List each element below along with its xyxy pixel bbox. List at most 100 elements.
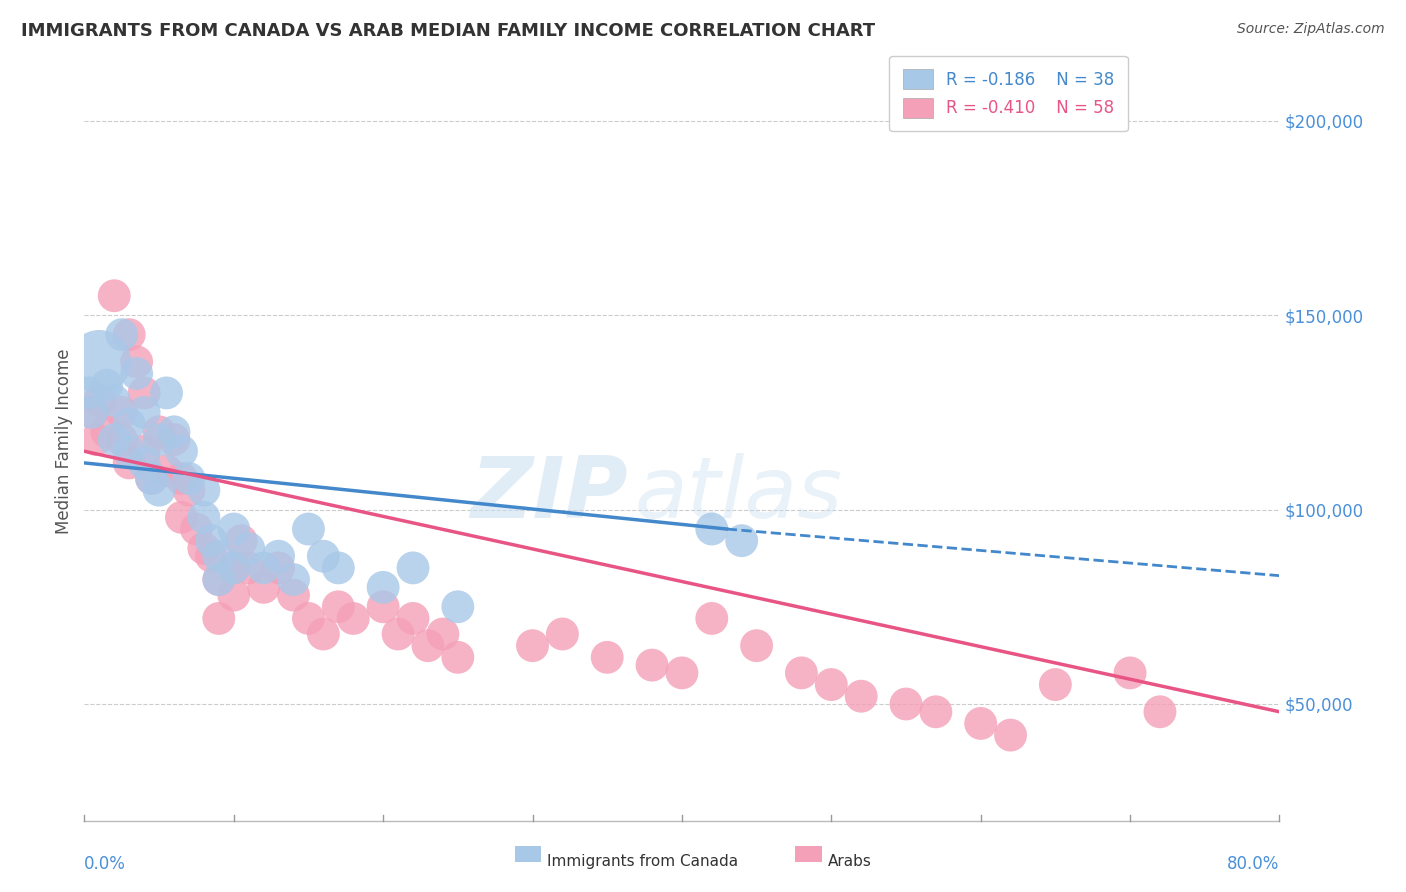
Point bbox=[312, 549, 335, 564]
Point bbox=[328, 599, 350, 614]
Point bbox=[155, 386, 177, 401]
Point bbox=[267, 561, 290, 575]
Point bbox=[208, 573, 231, 587]
Point bbox=[267, 549, 290, 564]
Bar bbox=[515, 846, 541, 863]
Point bbox=[447, 650, 470, 665]
Point bbox=[671, 665, 693, 680]
Point bbox=[222, 561, 245, 575]
Point bbox=[118, 456, 141, 470]
Point bbox=[103, 289, 125, 303]
Point bbox=[170, 510, 193, 524]
Point bbox=[111, 327, 134, 342]
Text: IMMIGRANTS FROM CANADA VS ARAB MEDIAN FAMILY INCOME CORRELATION CHART: IMMIGRANTS FROM CANADA VS ARAB MEDIAN FA… bbox=[21, 22, 875, 40]
Point bbox=[118, 327, 141, 342]
Point bbox=[193, 541, 215, 556]
Point bbox=[731, 533, 754, 548]
Point bbox=[373, 580, 395, 594]
Point bbox=[283, 588, 305, 602]
Point bbox=[103, 433, 125, 447]
Point bbox=[177, 483, 200, 497]
Point bbox=[238, 561, 260, 575]
Point bbox=[80, 405, 103, 419]
Text: atlas: atlas bbox=[634, 453, 842, 536]
Text: 80.0%: 80.0% bbox=[1227, 855, 1279, 872]
Point bbox=[132, 444, 156, 458]
Text: Source: ZipAtlas.com: Source: ZipAtlas.com bbox=[1237, 22, 1385, 37]
Text: ZIP: ZIP bbox=[471, 453, 628, 536]
Point bbox=[208, 573, 231, 587]
Point bbox=[851, 690, 873, 704]
Point bbox=[193, 510, 215, 524]
Point bbox=[77, 386, 100, 401]
Point bbox=[200, 549, 222, 564]
Point bbox=[193, 483, 215, 497]
Point bbox=[118, 417, 141, 431]
Point bbox=[148, 425, 170, 439]
Point bbox=[89, 355, 111, 369]
Point bbox=[141, 471, 163, 485]
Point bbox=[925, 705, 948, 719]
Point bbox=[86, 433, 108, 447]
Point bbox=[790, 665, 813, 680]
Point bbox=[283, 573, 305, 587]
Point bbox=[373, 599, 395, 614]
Point bbox=[253, 561, 276, 575]
Point bbox=[148, 483, 170, 497]
Point bbox=[641, 658, 664, 673]
Point bbox=[170, 444, 193, 458]
Y-axis label: Median Family Income: Median Family Income bbox=[55, 349, 73, 534]
Point bbox=[551, 627, 574, 641]
Point bbox=[522, 639, 544, 653]
Point bbox=[111, 405, 134, 419]
Legend: R = -0.186    N = 38, R = -0.410    N = 58: R = -0.186 N = 38, R = -0.410 N = 58 bbox=[890, 55, 1128, 131]
Point bbox=[163, 425, 186, 439]
Point bbox=[342, 611, 364, 625]
Point bbox=[700, 611, 723, 625]
Point bbox=[186, 522, 208, 536]
Point bbox=[222, 522, 245, 536]
Point bbox=[432, 627, 454, 641]
Point bbox=[222, 588, 245, 602]
Point bbox=[200, 533, 222, 548]
Point bbox=[297, 611, 319, 625]
Point bbox=[402, 611, 425, 625]
Point bbox=[1000, 728, 1022, 742]
Text: 0.0%: 0.0% bbox=[84, 855, 127, 872]
Point bbox=[328, 561, 350, 575]
Point bbox=[253, 580, 276, 594]
Point bbox=[163, 433, 186, 447]
Point bbox=[170, 471, 193, 485]
Point bbox=[820, 677, 842, 691]
Point bbox=[111, 433, 134, 447]
Point bbox=[596, 650, 619, 665]
Point bbox=[700, 522, 723, 536]
Point bbox=[387, 627, 409, 641]
Point bbox=[238, 541, 260, 556]
Point bbox=[447, 599, 470, 614]
Point bbox=[1149, 705, 1171, 719]
Point bbox=[208, 549, 231, 564]
Point bbox=[208, 611, 231, 625]
Point bbox=[222, 561, 245, 575]
Point bbox=[745, 639, 768, 653]
Point bbox=[132, 386, 156, 401]
Point bbox=[416, 639, 439, 653]
Point bbox=[148, 433, 170, 447]
Point bbox=[103, 393, 125, 408]
Point bbox=[177, 471, 200, 485]
Point bbox=[125, 355, 148, 369]
Text: Immigrants from Canada: Immigrants from Canada bbox=[547, 854, 738, 869]
Point bbox=[402, 561, 425, 575]
Point bbox=[312, 627, 335, 641]
Point bbox=[894, 697, 917, 711]
Point bbox=[155, 464, 177, 478]
Point bbox=[80, 405, 103, 419]
Point bbox=[96, 425, 118, 439]
Point bbox=[141, 471, 163, 485]
Point bbox=[132, 456, 156, 470]
Point bbox=[970, 716, 993, 731]
Bar bbox=[796, 846, 821, 863]
Point bbox=[89, 393, 111, 408]
Text: Arabs: Arabs bbox=[828, 854, 872, 869]
